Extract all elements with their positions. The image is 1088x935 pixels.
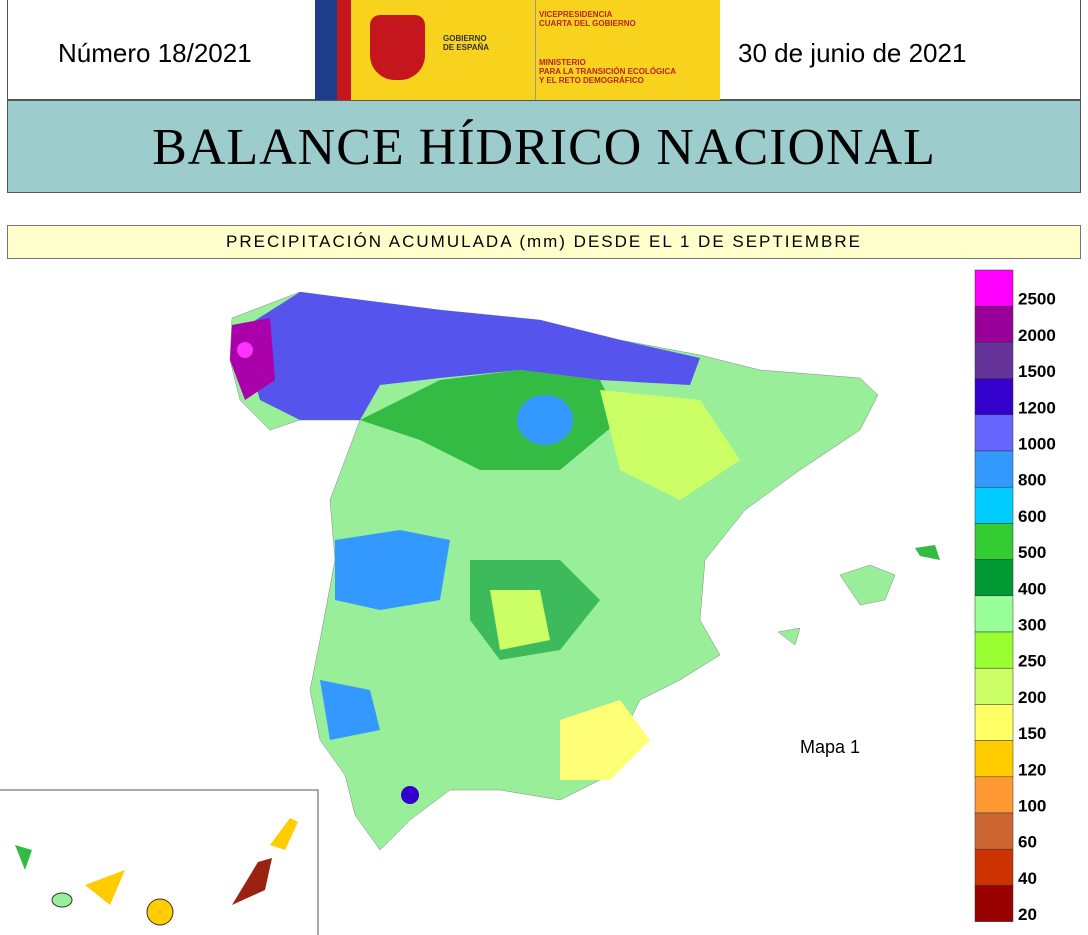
island bbox=[51, 892, 73, 908]
legend-swatch bbox=[974, 559, 1014, 597]
legend-swatch bbox=[974, 667, 1014, 705]
issue-number: Número 18/2021 bbox=[58, 38, 252, 68]
island bbox=[232, 858, 272, 905]
government-logo: GOBIERNO DE ESPAÑA VICEPRESIDENCIA CUARTA … bbox=[315, 0, 720, 100]
legend-swatch bbox=[974, 704, 1014, 741]
legend-label: 150 bbox=[1018, 724, 1046, 743]
legend-swatch bbox=[974, 486, 1014, 524]
blob bbox=[517, 395, 573, 445]
canary-inset bbox=[0, 789, 319, 935]
logo-line: Y EL RETO DEMOGRÁFICO bbox=[539, 76, 644, 85]
legend-swatch bbox=[974, 776, 1014, 814]
legend-label: 60 bbox=[1018, 833, 1037, 852]
logo-vice: VICEPRESIDENCIA CUARTA DEL GOBIERNO bbox=[539, 10, 636, 28]
logo-line: GOBIERNO bbox=[443, 34, 487, 43]
max-rain bbox=[237, 342, 253, 358]
legend-swatch bbox=[974, 414, 1014, 452]
title: BALANCE HÍDRICO NACIONAL bbox=[7, 100, 1081, 193]
central-west bbox=[335, 530, 450, 610]
legend-swatch bbox=[974, 450, 1014, 488]
legend-swatch bbox=[974, 305, 1014, 343]
legend-label: 500 bbox=[1018, 543, 1046, 562]
legend: 2500 2000 1500 1200 1000 800 600 500 400 300 250 20… bbox=[974, 269, 1056, 924]
ebro bbox=[600, 390, 740, 500]
logo-government: GOBIERNO DE ESPAÑA bbox=[443, 34, 489, 52]
logo-line: CUARTA DEL GOBIERNO bbox=[539, 19, 636, 28]
legend-swatch bbox=[974, 523, 1014, 560]
island bbox=[85, 870, 125, 905]
legend-label: 100 bbox=[1018, 796, 1046, 815]
blob bbox=[401, 786, 419, 804]
map: Mapa 1 2500 2000 1500 1200 1000 800 600 500 400 3… bbox=[0, 269, 1056, 935]
legend-label: 1000 bbox=[1018, 434, 1056, 453]
legend-label: 600 bbox=[1018, 507, 1046, 526]
logo-line: DE ESPAÑA bbox=[443, 43, 490, 52]
legend-swatch bbox=[974, 595, 1014, 633]
legend-label: 200 bbox=[1018, 688, 1046, 707]
legend-label: 800 bbox=[1018, 471, 1046, 490]
legend-swatch bbox=[974, 740, 1014, 778]
legend-label: 20 bbox=[1018, 905, 1037, 924]
ibiza bbox=[777, 627, 801, 646]
legend-label: 400 bbox=[1018, 579, 1046, 598]
legend-swatch bbox=[974, 342, 1014, 379]
southwest bbox=[320, 680, 380, 740]
island bbox=[15, 845, 32, 870]
legend-swatch bbox=[974, 812, 1014, 850]
island bbox=[270, 818, 298, 850]
north-rain bbox=[240, 292, 700, 420]
galicia-rain bbox=[230, 318, 275, 400]
logo-ministry: MINISTERIO PARA LA TRANSICIÓN ECOLÓGICA Y … bbox=[539, 58, 676, 85]
legend-label: 120 bbox=[1018, 760, 1046, 779]
legend-swatch bbox=[974, 848, 1014, 886]
legend-label: 2500 bbox=[1018, 290, 1056, 309]
band bbox=[360, 370, 620, 470]
island bbox=[146, 898, 174, 926]
legend-label: 250 bbox=[1018, 652, 1046, 671]
legend-swatch bbox=[974, 378, 1014, 416]
legend-swatch bbox=[974, 269, 1014, 307]
legend-label: 1200 bbox=[1018, 398, 1056, 417]
legend-label: 2000 bbox=[1018, 326, 1056, 345]
la-mancha bbox=[490, 590, 550, 650]
mallorca bbox=[839, 564, 896, 606]
map-label: Mapa 1 bbox=[800, 737, 860, 757]
legend-label: 1500 bbox=[1018, 362, 1056, 381]
issue-date: 30 de junio de 2021 bbox=[738, 38, 967, 68]
logo-line: MINISTERIO bbox=[539, 58, 586, 67]
southeast bbox=[560, 700, 650, 780]
legend-swatch bbox=[974, 631, 1014, 669]
logo-line: PARA LA TRANSICIÓN ECOLÓGICA bbox=[539, 67, 677, 76]
legend-label: 300 bbox=[1018, 615, 1046, 634]
legend-label: 40 bbox=[1018, 869, 1037, 888]
subtitle: PRECIPITACIÓN ACUMULADA (mm) DESDE EL 1 … bbox=[7, 225, 1081, 259]
logo-line: VICEPRESIDENCIA bbox=[539, 10, 613, 19]
menorca bbox=[915, 545, 940, 560]
legend-swatch bbox=[974, 885, 1014, 922]
